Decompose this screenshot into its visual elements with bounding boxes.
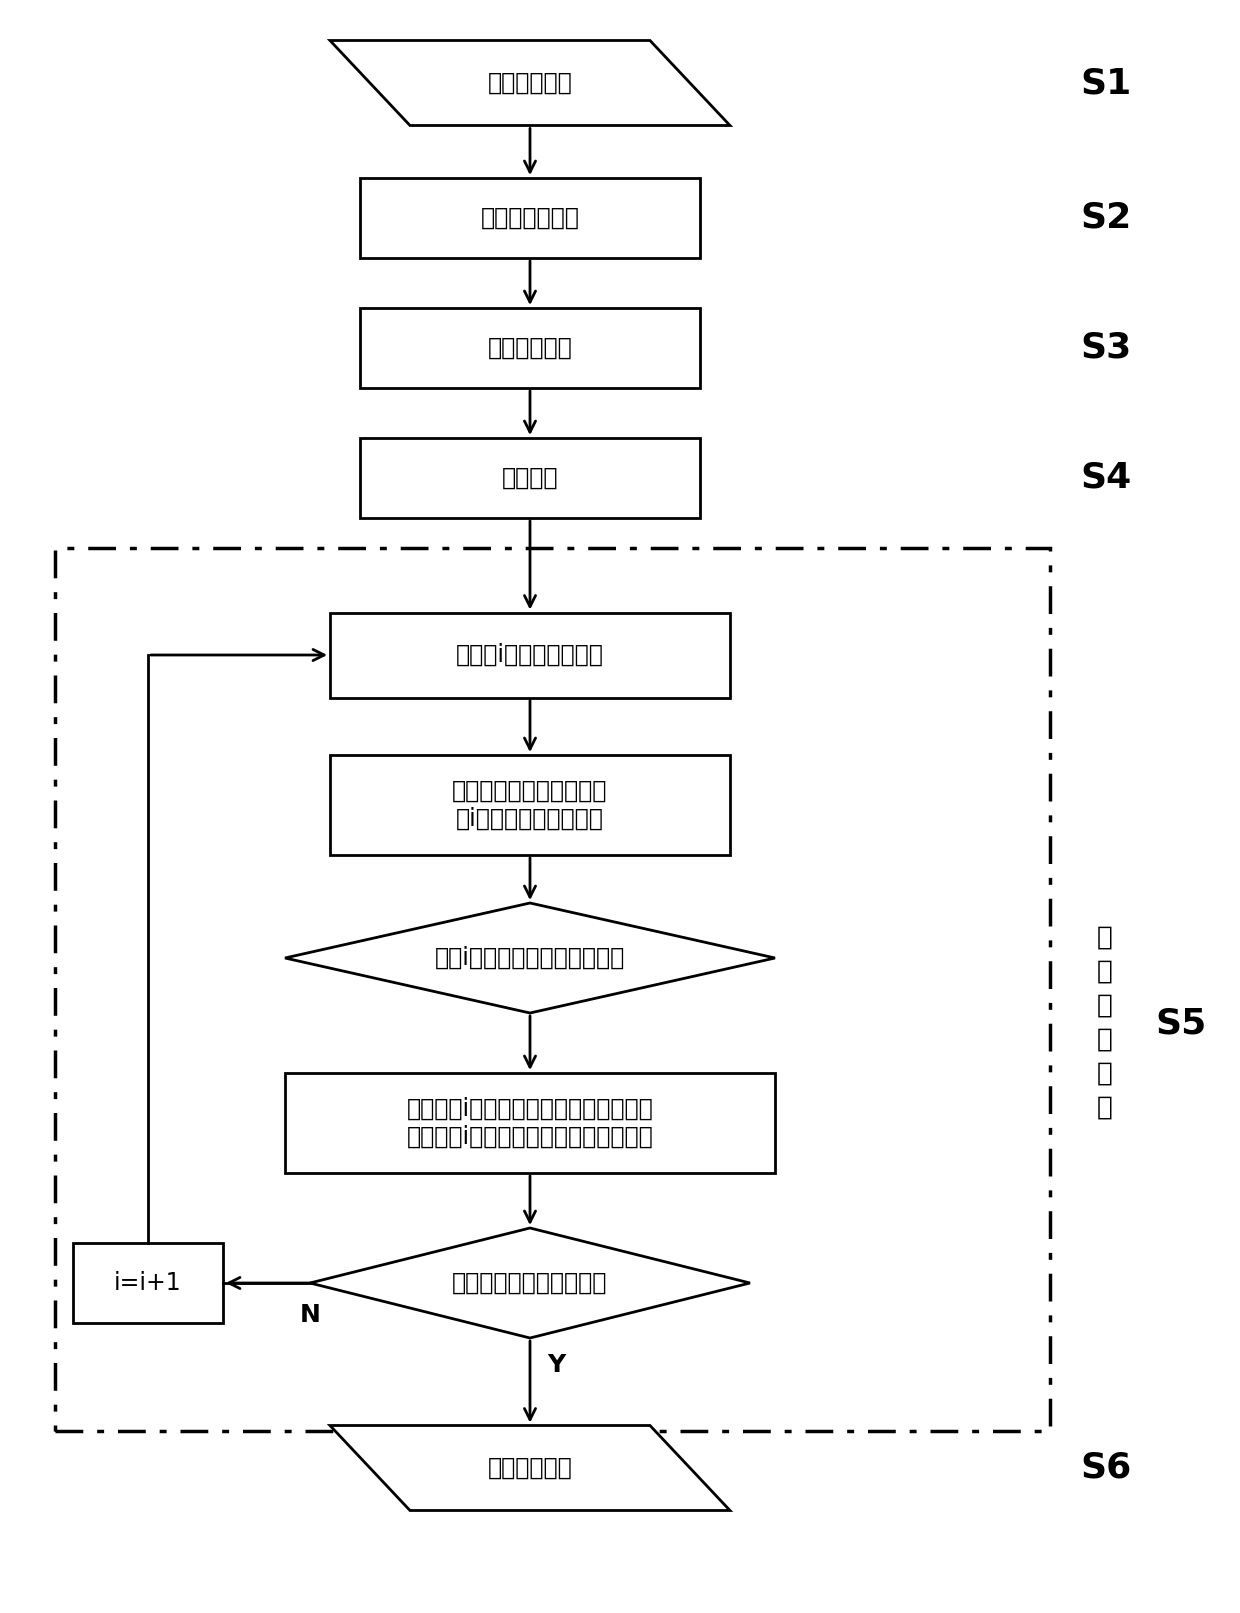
Text: N: N bbox=[300, 1303, 320, 1327]
Text: 基础数据准备: 基础数据准备 bbox=[487, 71, 573, 95]
Polygon shape bbox=[310, 1227, 750, 1339]
Text: Y: Y bbox=[547, 1353, 565, 1378]
Bar bbox=[55, 548, 1050, 1431]
Text: 属
性
信
息
辨
识: 属 性 信 息 辨 识 bbox=[1097, 924, 1114, 1121]
Polygon shape bbox=[285, 903, 775, 1013]
Text: S5: S5 bbox=[1154, 1007, 1207, 1040]
Text: 是否循环完所有地层节点: 是否循环完所有地层节点 bbox=[453, 1271, 608, 1295]
Polygon shape bbox=[330, 40, 730, 126]
Text: 地质界线提取: 地质界线提取 bbox=[487, 336, 573, 360]
Text: 地质信息标准化: 地质信息标准化 bbox=[481, 206, 579, 231]
Polygon shape bbox=[330, 1426, 730, 1510]
Bar bbox=[330, 755, 730, 855]
Text: 获取第i个地层分层节点: 获取第i个地层分层节点 bbox=[456, 644, 604, 668]
Text: 判断i节点与地质界线左右关系: 判断i节点与地质界线左右关系 bbox=[435, 945, 625, 969]
Bar bbox=[285, 1073, 775, 1173]
Text: 标准数据输出: 标准数据输出 bbox=[487, 1457, 573, 1481]
Bar bbox=[360, 439, 701, 518]
Bar bbox=[360, 308, 701, 389]
Text: 辨识地质界线起点或终点
与i节点重合的地质界线: 辨识地质界线起点或终点 与i节点重合的地质界线 bbox=[453, 779, 608, 831]
Text: S1: S1 bbox=[1080, 66, 1131, 100]
Text: 坐标转换: 坐标转换 bbox=[502, 466, 558, 490]
Bar bbox=[330, 613, 730, 697]
Text: S3: S3 bbox=[1080, 331, 1131, 365]
Text: S2: S2 bbox=[1080, 202, 1131, 235]
Text: S4: S4 bbox=[1080, 461, 1131, 495]
Text: S6: S6 bbox=[1080, 1452, 1131, 1486]
Bar bbox=[73, 1244, 223, 1323]
Text: 选取紧邻i节点处直线坡比最大的地质界
线，并将i节点属性信息赋予该地质界线: 选取紧邻i节点处直线坡比最大的地质界 线，并将i节点属性信息赋予该地质界线 bbox=[407, 1097, 653, 1148]
Text: i=i+1: i=i+1 bbox=[114, 1271, 182, 1295]
Bar bbox=[360, 177, 701, 258]
